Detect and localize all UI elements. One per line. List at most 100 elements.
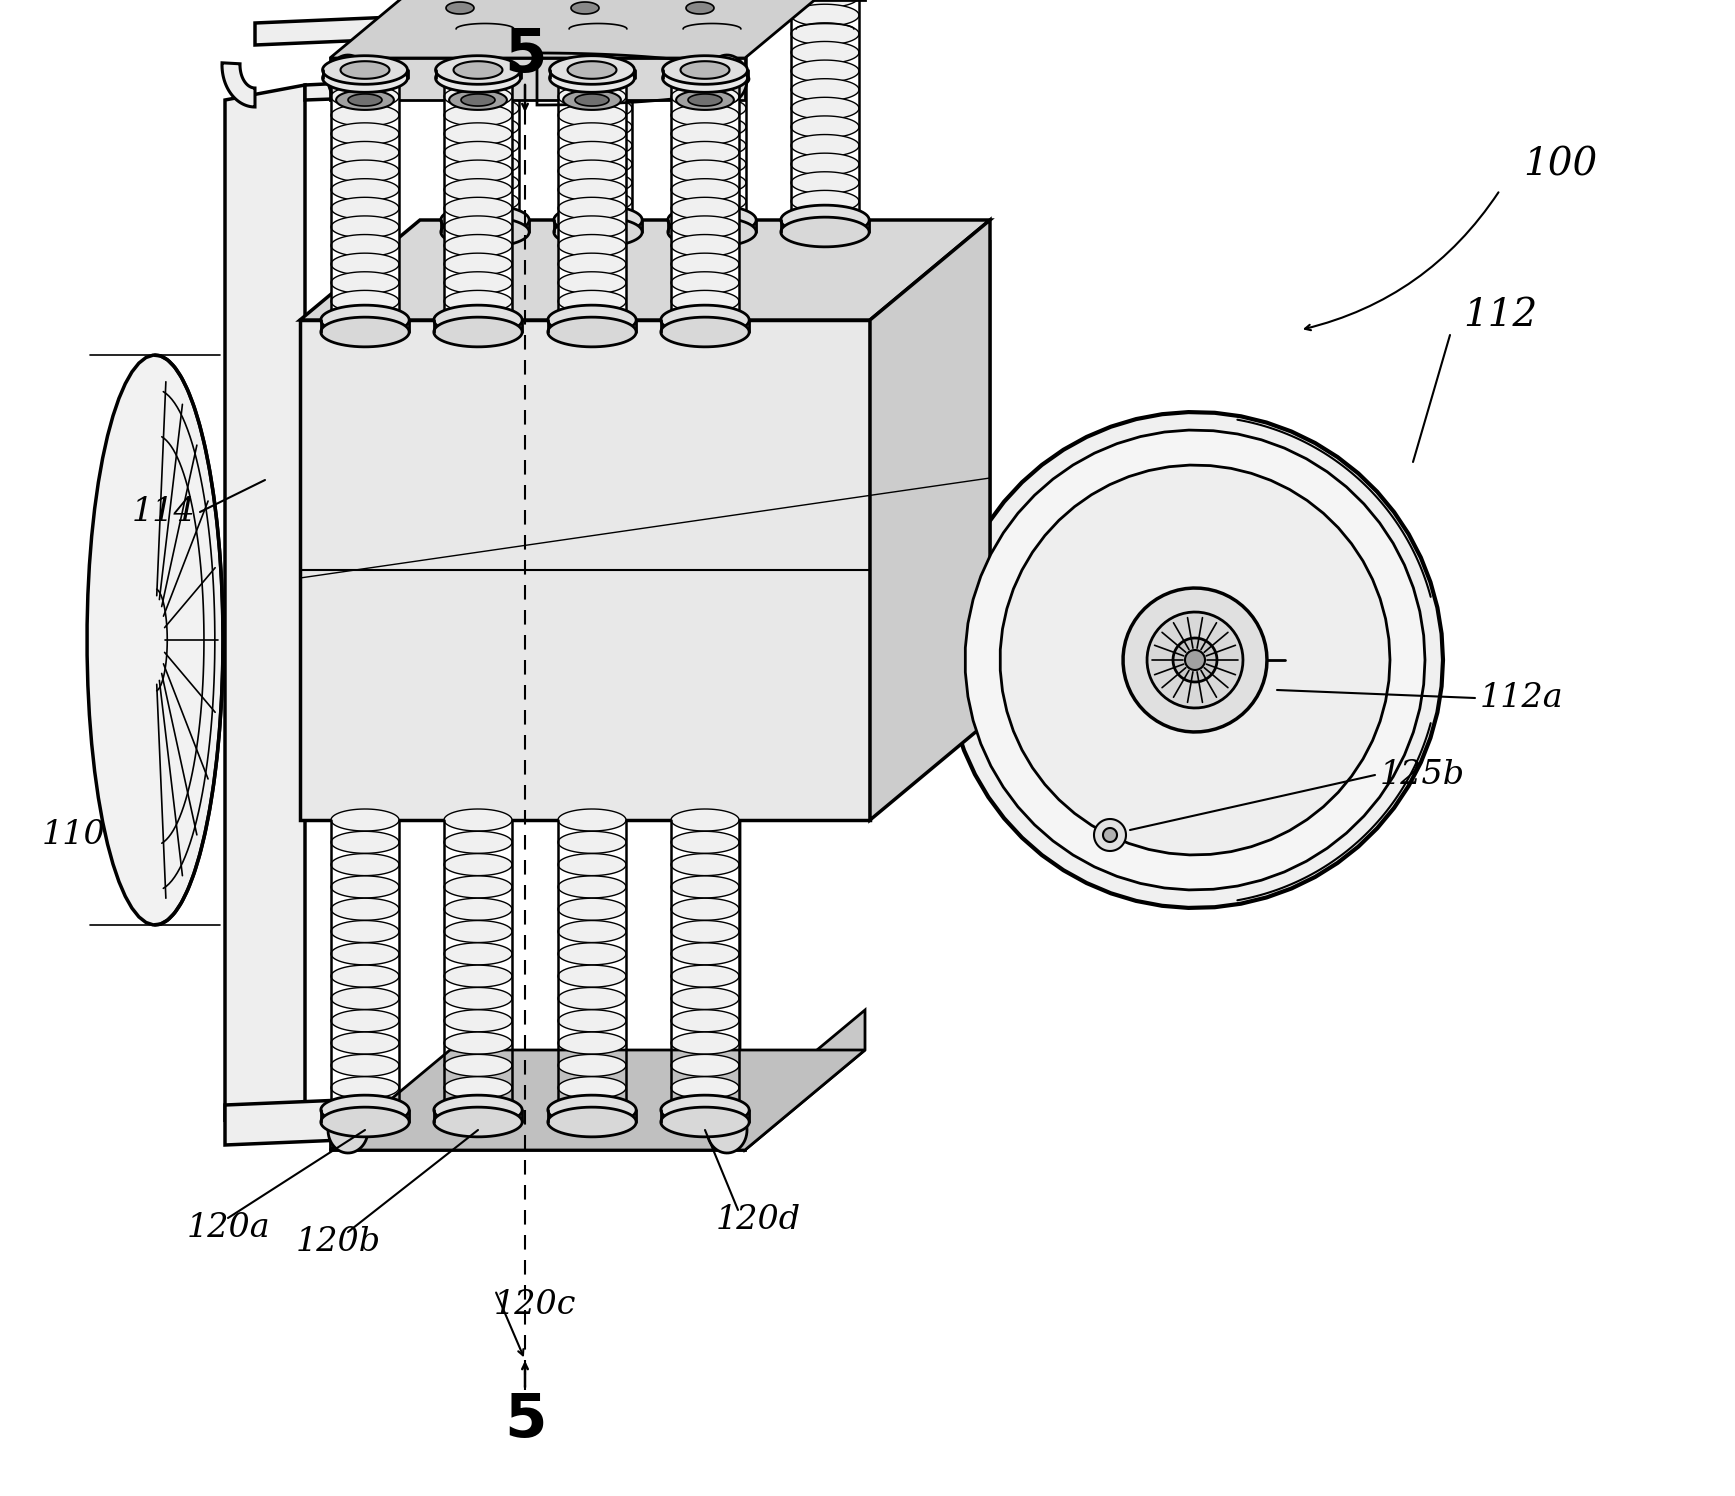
Polygon shape xyxy=(661,317,750,347)
Polygon shape xyxy=(559,290,626,313)
Polygon shape xyxy=(953,239,991,742)
Polygon shape xyxy=(671,987,739,1010)
Polygon shape xyxy=(791,97,859,120)
Polygon shape xyxy=(451,22,519,45)
Polygon shape xyxy=(444,67,512,88)
Polygon shape xyxy=(781,217,869,247)
Polygon shape xyxy=(1103,827,1117,842)
Polygon shape xyxy=(434,317,522,347)
Polygon shape xyxy=(548,1095,637,1125)
Polygon shape xyxy=(671,1055,739,1077)
Polygon shape xyxy=(444,197,512,220)
Polygon shape xyxy=(671,965,739,987)
Text: 112: 112 xyxy=(1463,296,1537,334)
Text: 120d: 120d xyxy=(715,1204,800,1236)
Polygon shape xyxy=(255,3,720,45)
Polygon shape xyxy=(444,1100,512,1121)
Polygon shape xyxy=(444,820,512,1110)
Polygon shape xyxy=(550,55,635,84)
Polygon shape xyxy=(791,172,859,194)
Polygon shape xyxy=(444,877,512,898)
Polygon shape xyxy=(574,94,609,106)
Polygon shape xyxy=(571,1,599,13)
Polygon shape xyxy=(567,61,616,79)
Polygon shape xyxy=(559,160,626,183)
Polygon shape xyxy=(791,0,859,7)
Polygon shape xyxy=(305,64,720,100)
Polygon shape xyxy=(559,1010,626,1032)
Polygon shape xyxy=(331,142,399,163)
Polygon shape xyxy=(444,1032,512,1055)
Polygon shape xyxy=(330,1050,866,1150)
Polygon shape xyxy=(331,235,399,256)
Polygon shape xyxy=(321,1107,409,1137)
Polygon shape xyxy=(708,1107,748,1153)
Polygon shape xyxy=(444,142,512,163)
Polygon shape xyxy=(671,920,739,942)
Polygon shape xyxy=(671,272,739,293)
Polygon shape xyxy=(226,85,305,1121)
Polygon shape xyxy=(331,1100,399,1121)
Polygon shape xyxy=(564,209,632,230)
Polygon shape xyxy=(559,85,626,108)
Polygon shape xyxy=(323,64,408,93)
Polygon shape xyxy=(791,79,859,100)
Polygon shape xyxy=(661,1095,750,1125)
Polygon shape xyxy=(435,64,520,93)
Polygon shape xyxy=(226,1085,696,1144)
Polygon shape xyxy=(671,310,739,331)
Polygon shape xyxy=(449,90,507,109)
Polygon shape xyxy=(559,67,626,88)
Polygon shape xyxy=(559,820,626,1110)
Polygon shape xyxy=(331,272,399,293)
Polygon shape xyxy=(331,78,399,320)
Polygon shape xyxy=(678,42,746,63)
Polygon shape xyxy=(671,142,739,163)
Polygon shape xyxy=(671,1010,739,1032)
Polygon shape xyxy=(663,55,748,84)
Polygon shape xyxy=(331,105,399,126)
Polygon shape xyxy=(331,160,399,183)
Polygon shape xyxy=(559,942,626,965)
Polygon shape xyxy=(328,55,368,103)
Polygon shape xyxy=(444,123,512,145)
Polygon shape xyxy=(671,253,739,275)
Text: 110: 110 xyxy=(42,818,106,851)
Polygon shape xyxy=(1173,637,1216,682)
Polygon shape xyxy=(559,898,626,920)
Polygon shape xyxy=(671,123,739,145)
Text: 100: 100 xyxy=(1523,147,1598,184)
Polygon shape xyxy=(444,85,512,108)
Polygon shape xyxy=(564,97,632,120)
Polygon shape xyxy=(668,205,756,235)
Polygon shape xyxy=(451,153,519,175)
Polygon shape xyxy=(444,809,512,830)
Polygon shape xyxy=(671,854,739,875)
Polygon shape xyxy=(791,0,859,220)
Polygon shape xyxy=(671,197,739,220)
Polygon shape xyxy=(559,235,626,256)
Polygon shape xyxy=(744,1010,866,1150)
Polygon shape xyxy=(323,55,408,84)
Polygon shape xyxy=(685,1,715,13)
Polygon shape xyxy=(791,4,859,27)
Text: 120b: 120b xyxy=(295,1227,380,1258)
Polygon shape xyxy=(331,920,399,942)
Polygon shape xyxy=(564,79,632,100)
Polygon shape xyxy=(331,178,399,200)
Polygon shape xyxy=(559,1077,626,1098)
Polygon shape xyxy=(300,320,869,820)
Polygon shape xyxy=(559,272,626,293)
Polygon shape xyxy=(671,1100,739,1121)
Polygon shape xyxy=(331,1010,399,1032)
Polygon shape xyxy=(559,1032,626,1055)
Polygon shape xyxy=(330,58,744,100)
Polygon shape xyxy=(331,832,399,853)
Polygon shape xyxy=(444,965,512,987)
Polygon shape xyxy=(680,61,729,79)
Polygon shape xyxy=(444,854,512,875)
Polygon shape xyxy=(451,115,519,138)
Polygon shape xyxy=(559,105,626,126)
Polygon shape xyxy=(451,0,519,220)
Polygon shape xyxy=(446,1,474,13)
